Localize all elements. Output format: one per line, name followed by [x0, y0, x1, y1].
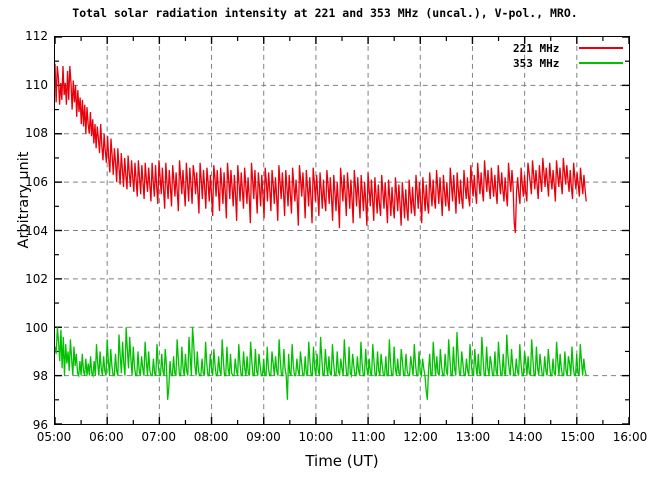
x-tick-label: 13:00: [455, 430, 491, 444]
x-tick-label: 11:00: [350, 430, 386, 444]
x-tick-label: 05:00: [36, 430, 72, 444]
y-tick-label: 108: [25, 126, 48, 141]
x-axis-label: Time (UT): [305, 452, 379, 470]
x-tick-label: 08:00: [193, 430, 229, 444]
legend-item-label: 353 MHz: [513, 56, 560, 70]
chart-title: Total solar radiation intensity at 221 a…: [72, 6, 578, 20]
x-tick-label: 06:00: [89, 430, 124, 444]
y-tick-label: 104: [25, 223, 48, 238]
y-tick-label: 112: [25, 29, 48, 43]
y-tick-label: 98: [32, 369, 48, 384]
x-tick-label: 15:00: [560, 430, 595, 444]
x-tick-label: 07:00: [141, 430, 177, 444]
legend-item[interactable]: 353 MHz: [513, 56, 623, 70]
x-tick-label: 09:00: [246, 430, 281, 444]
legend-item[interactable]: 221 MHz: [513, 41, 623, 55]
plot-area: 221 MHz 353 MHz: [54, 36, 630, 425]
chart-legend: 221 MHz 353 MHz: [513, 41, 623, 70]
x-tick-label: 10:00: [298, 430, 334, 444]
y-tick-label: 102: [25, 272, 48, 287]
legend-color-swatch: [579, 62, 623, 64]
x-tick-label: 12:00: [403, 430, 438, 444]
y-tick-label: 96: [32, 418, 48, 432]
x-tick-label: 14:00: [507, 430, 543, 444]
y-tick-label: 110: [25, 77, 48, 92]
legend-item-label: 221 MHz: [513, 41, 560, 55]
legend-color-swatch: [579, 47, 623, 49]
x-tick-label: 16:00: [612, 430, 648, 444]
y-tick-label: 106: [25, 174, 48, 189]
data-series-lines: [55, 63, 587, 400]
y-tick-label: 100: [25, 320, 48, 335]
